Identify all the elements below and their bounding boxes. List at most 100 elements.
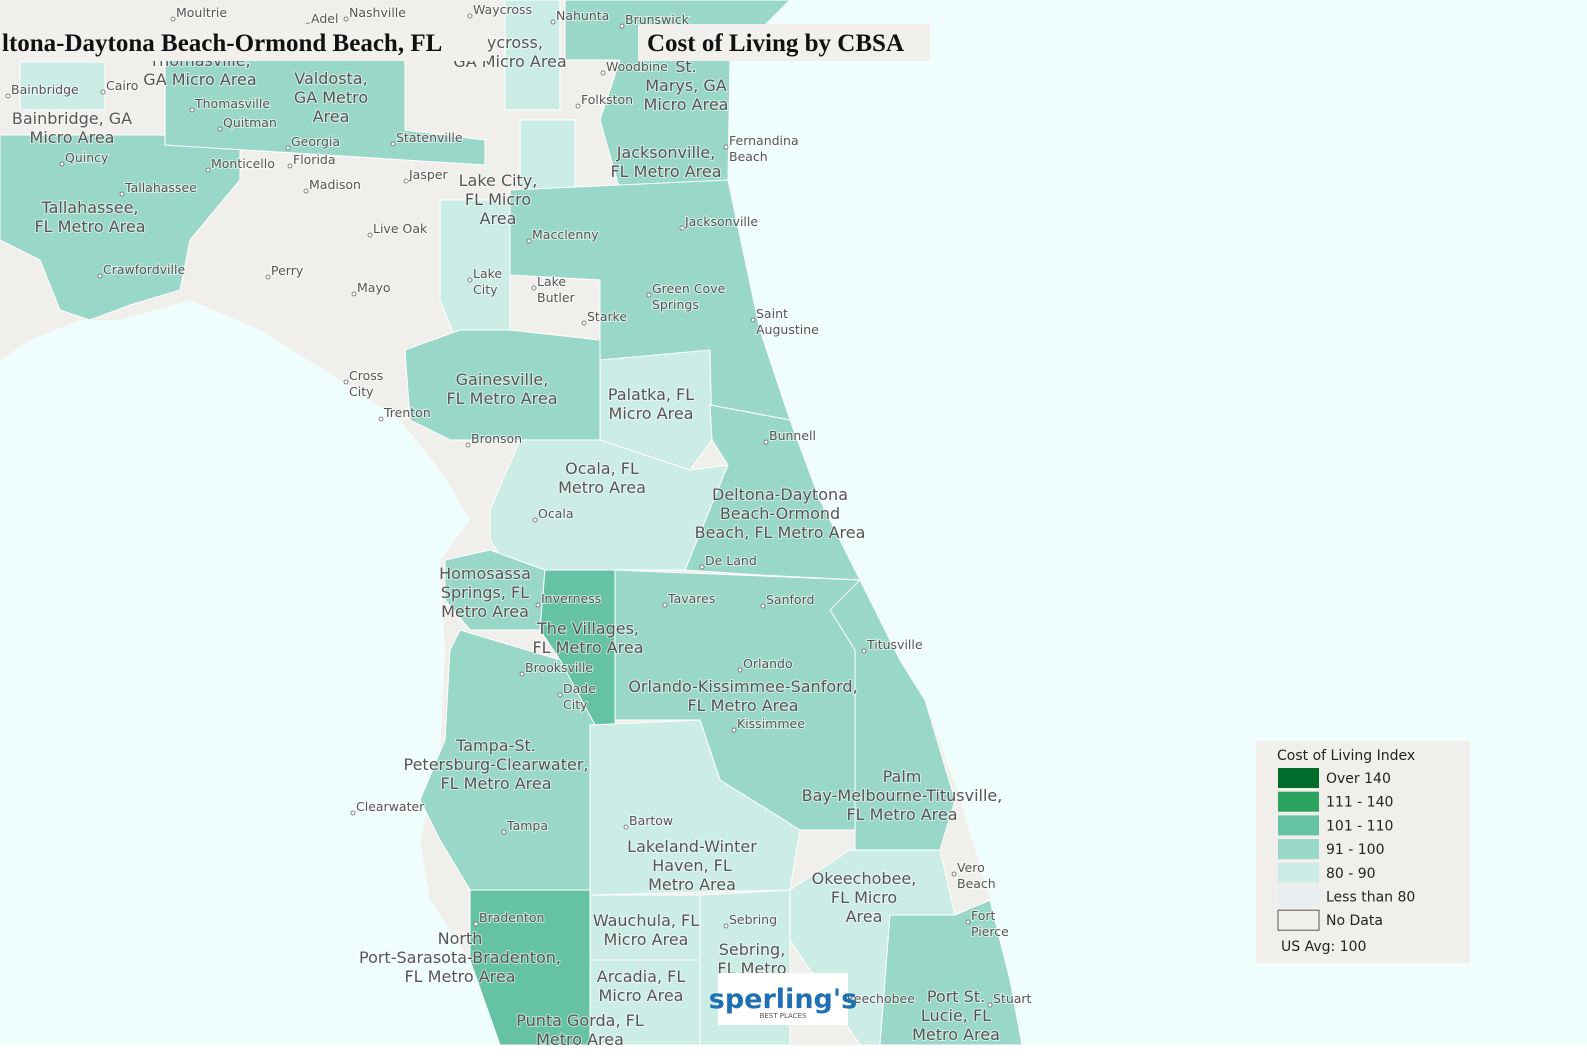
area-label: Haven, FL — [652, 856, 732, 875]
city-label: Titusville — [866, 637, 923, 652]
city-label: City — [563, 697, 588, 712]
area-label: Lake City, — [459, 171, 538, 190]
bottom-margin — [0, 1045, 1587, 1058]
city-dot — [662, 602, 668, 608]
area-label: Lakeland-Winter — [627, 837, 757, 856]
area-label: Springs, FL — [441, 583, 529, 602]
city-label: Augustine — [756, 322, 819, 337]
area-label: North — [438, 929, 483, 948]
city-dot — [97, 273, 103, 279]
area-label: Port St. — [927, 987, 985, 1006]
city-dot — [535, 602, 541, 608]
city-label: Quincy — [65, 150, 109, 165]
area-label: Port-Sarasota-Bradenton, — [359, 948, 561, 967]
area-label: Orlando-Kissimmee-Sanford, — [628, 677, 857, 696]
area-label: FL Metro Area — [34, 217, 145, 236]
area-label: Okeechobee, — [812, 869, 917, 888]
legend-swatch — [1278, 768, 1319, 788]
city-dot — [473, 921, 479, 927]
city-label: Quitman — [223, 115, 277, 130]
legend-label: 91 - 100 — [1326, 842, 1385, 858]
legend-swatch — [1278, 839, 1319, 860]
city-label: Bradenton — [479, 910, 544, 925]
city-dot — [367, 232, 373, 238]
city-dot — [699, 564, 705, 570]
city-label: Monticello — [211, 156, 275, 171]
city-label: Sanford — [766, 592, 814, 607]
city-dot — [763, 439, 769, 445]
city-dot — [170, 16, 176, 22]
city-dot — [531, 285, 537, 291]
area-label: GA Metro — [294, 88, 368, 107]
city-dot — [646, 292, 652, 298]
city-label: Jacksonville — [684, 214, 758, 229]
region — [829, 579, 956, 851]
area-label: Homosassa — [439, 564, 531, 583]
title-box — [0, 24, 488, 61]
area-label: FL Metro Area — [846, 805, 957, 824]
area-label: Wauchula, FL — [593, 911, 699, 930]
legend-note: US Avg: 100 — [1281, 939, 1366, 955]
area-label: Tampa-St. — [455, 736, 536, 755]
logo-tagline: BEST PLACES — [760, 1012, 807, 1020]
city-label: Orlando — [743, 656, 793, 671]
area-label: Micro Area — [604, 930, 689, 949]
area-label: Sebring, — [719, 940, 786, 959]
city-dot — [303, 188, 309, 194]
city-dot — [390, 141, 396, 147]
city-label: Crawfordville — [103, 262, 185, 277]
area-label: Punta Gorda, FL — [516, 1011, 644, 1030]
legend-label: Over 140 — [1326, 771, 1391, 787]
city-label: City — [349, 384, 374, 399]
area-label: Arcadia, FL — [597, 967, 686, 986]
area-label: St. — [675, 57, 697, 76]
city-dot — [861, 648, 867, 654]
city-dot — [189, 107, 195, 113]
city-dot — [217, 126, 223, 132]
city-label: Madison — [309, 177, 361, 192]
city-dot — [623, 824, 629, 830]
city-label: keechobee — [847, 991, 915, 1006]
area-label: Gainesville, — [456, 370, 549, 389]
area-label: GA Micro Area — [143, 70, 256, 89]
city-label: Lake — [537, 274, 566, 289]
city-dot — [100, 89, 106, 95]
city-dot — [723, 923, 729, 929]
city-dot — [619, 23, 625, 29]
legend: Over 140 111 - 140 101 - 110 91 - 100 80 - 9… — [1277, 768, 1415, 931]
area-label: Micro Area — [644, 95, 729, 114]
region — [599, 349, 713, 471]
area-label: FL Metro Area — [404, 967, 515, 986]
city-label: Thomasville — [194, 96, 270, 111]
city-label: Moultrie — [176, 5, 227, 20]
city-dot — [532, 517, 538, 523]
city-label: Folkston — [581, 92, 633, 107]
city-dot — [679, 225, 685, 231]
city-label: Dade — [563, 681, 596, 696]
legend-swatch — [1278, 815, 1319, 836]
city-dot — [723, 144, 729, 150]
region — [504, 0, 561, 111]
city-dot — [119, 191, 125, 197]
city-label: Adel — [311, 11, 338, 26]
area-label: Metro Area — [558, 478, 646, 497]
area-label: Bainbridge, GA — [12, 109, 132, 128]
region — [879, 899, 1023, 1046]
city-dot — [465, 442, 471, 448]
legend-label: 111 - 140 — [1326, 795, 1393, 811]
city-label: Bartow — [629, 813, 673, 828]
city-label: Jasper — [408, 167, 448, 182]
city-label: Tallahassee — [124, 180, 197, 195]
city-dot — [59, 161, 65, 167]
city-label: Ocala — [538, 506, 574, 521]
area-label: Deltona-Daytona — [712, 485, 848, 504]
area-label: Tallahassee, — [40, 198, 138, 217]
city-dot — [519, 671, 525, 677]
city-label: Statenville — [396, 130, 463, 145]
subtitle: Cost of Living by CBSA — [647, 30, 904, 57]
area-label: Palatka, FL — [608, 385, 694, 404]
city-label: Fernandina — [729, 133, 799, 148]
city-label: Woodbine — [606, 59, 668, 74]
area-label: Area — [480, 209, 517, 228]
